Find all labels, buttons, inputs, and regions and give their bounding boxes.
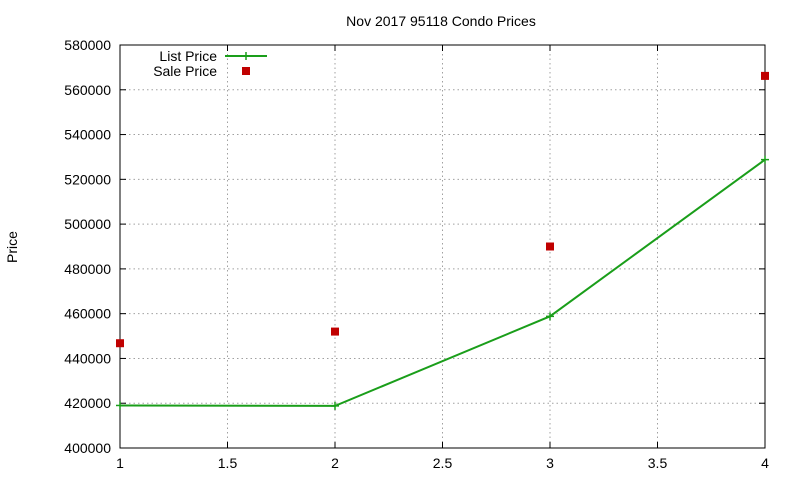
chart-title: Nov 2017 95118 Condo Prices: [346, 13, 536, 29]
legend-marker-list-price: [242, 52, 250, 60]
x-tick-label: 2.5: [433, 455, 453, 471]
legend-swatch-sale-price: [242, 67, 250, 75]
sale-price-point: [761, 71, 769, 80]
x-tick-label: 1: [116, 455, 124, 471]
sale-price-point: [546, 242, 554, 251]
y-tick-label: 580000: [64, 37, 111, 53]
x-tick-label: 1.5: [218, 455, 238, 471]
y-axis-label: Price: [4, 231, 20, 263]
y-tick-label: 420000: [64, 395, 111, 411]
y-tick-label: 560000: [64, 82, 111, 98]
list-price-point: [546, 312, 554, 321]
y-tick-label: 480000: [64, 261, 111, 277]
sale-price-point: [331, 327, 339, 336]
x-tick-label: 4: [761, 455, 769, 471]
axis-ticks: 400000 420000 440000 460000 480000 500000 5200…: [64, 37, 769, 471]
y-tick-label: 540000: [64, 127, 111, 143]
y-tick-label: 440000: [64, 350, 111, 366]
series: [116, 71, 769, 410]
legend-label-list-price: List Price: [159, 48, 217, 64]
grid: [120, 45, 765, 448]
x-tick-label: 3: [546, 455, 554, 471]
list-price-point: [761, 155, 769, 164]
y-tick-label: 400000: [64, 440, 111, 456]
x-tick-label: 3.5: [648, 455, 668, 471]
list-price-point: [331, 401, 339, 410]
sale-price-point: [116, 339, 124, 348]
x-tick-label: 2: [331, 455, 339, 471]
y-tick-label: 500000: [64, 216, 111, 232]
y-tick-label: 520000: [64, 171, 111, 187]
y-tick-label: 460000: [64, 306, 111, 322]
list-price-line: [119, 158, 766, 407]
legend-label-sale-price: Sale Price: [153, 63, 217, 79]
list-price-point: [116, 401, 124, 410]
